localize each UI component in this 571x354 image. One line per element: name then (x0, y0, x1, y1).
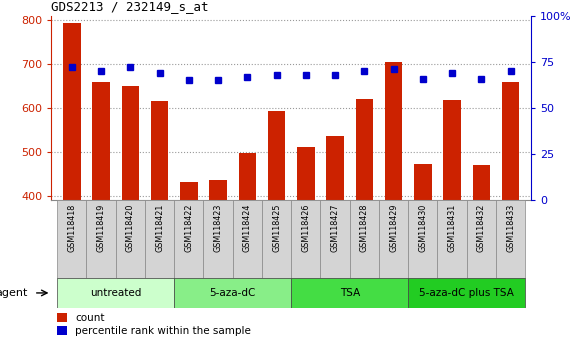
Bar (291, 278, 408, 308)
Text: untreated: untreated (90, 288, 142, 298)
Bar (151, 101, 168, 200)
Bar (116, 200, 145, 278)
Bar (502, 82, 520, 200)
Text: GSM118430: GSM118430 (419, 204, 427, 252)
Text: GSM118431: GSM118431 (448, 204, 457, 252)
Bar (385, 62, 403, 200)
Bar (122, 86, 139, 200)
Bar (408, 200, 437, 278)
Text: GSM118418: GSM118418 (67, 204, 77, 252)
Text: GSM118421: GSM118421 (155, 204, 164, 252)
Text: TSA: TSA (340, 288, 360, 298)
Text: 5-aza-dC: 5-aza-dC (210, 288, 256, 298)
Bar (414, 164, 432, 200)
Bar (262, 200, 291, 278)
Bar (174, 200, 203, 278)
Bar (203, 200, 233, 278)
Text: GSM118419: GSM118419 (96, 204, 106, 252)
Bar (326, 136, 344, 200)
Bar (233, 200, 262, 278)
Bar (467, 200, 496, 278)
Text: GSM118425: GSM118425 (272, 204, 281, 252)
Text: GSM118422: GSM118422 (184, 204, 194, 252)
Bar (174, 278, 291, 308)
Bar (297, 147, 315, 200)
Text: GSM118426: GSM118426 (301, 204, 310, 252)
Text: agent: agent (0, 288, 28, 298)
Text: GSM118424: GSM118424 (243, 204, 252, 252)
Text: GSM118427: GSM118427 (331, 204, 340, 252)
Bar (291, 200, 320, 278)
Text: GSM118432: GSM118432 (477, 204, 486, 252)
Bar (356, 99, 373, 200)
Bar (93, 82, 110, 200)
Text: GDS2213 / 232149_s_at: GDS2213 / 232149_s_at (51, 0, 209, 13)
Bar (437, 200, 467, 278)
Bar (443, 100, 461, 200)
Bar (145, 200, 174, 278)
Text: GSM118423: GSM118423 (214, 204, 223, 252)
Bar (180, 182, 198, 200)
Bar (57, 200, 86, 278)
Bar (239, 153, 256, 200)
Bar (496, 200, 525, 278)
Legend: count, percentile rank within the sample: count, percentile rank within the sample (57, 313, 251, 336)
Bar (408, 278, 525, 308)
Bar (473, 165, 490, 200)
Bar (268, 111, 286, 200)
Bar (57, 278, 174, 308)
Bar (320, 200, 349, 278)
Text: GSM118429: GSM118429 (389, 204, 398, 252)
Text: 5-aza-dC plus TSA: 5-aza-dC plus TSA (419, 288, 514, 298)
Bar (210, 180, 227, 200)
Text: GSM118433: GSM118433 (506, 204, 515, 252)
Text: GSM118420: GSM118420 (126, 204, 135, 252)
Bar (63, 23, 81, 200)
Bar (349, 200, 379, 278)
Bar (379, 200, 408, 278)
Text: GSM118428: GSM118428 (360, 204, 369, 252)
Bar (86, 200, 116, 278)
